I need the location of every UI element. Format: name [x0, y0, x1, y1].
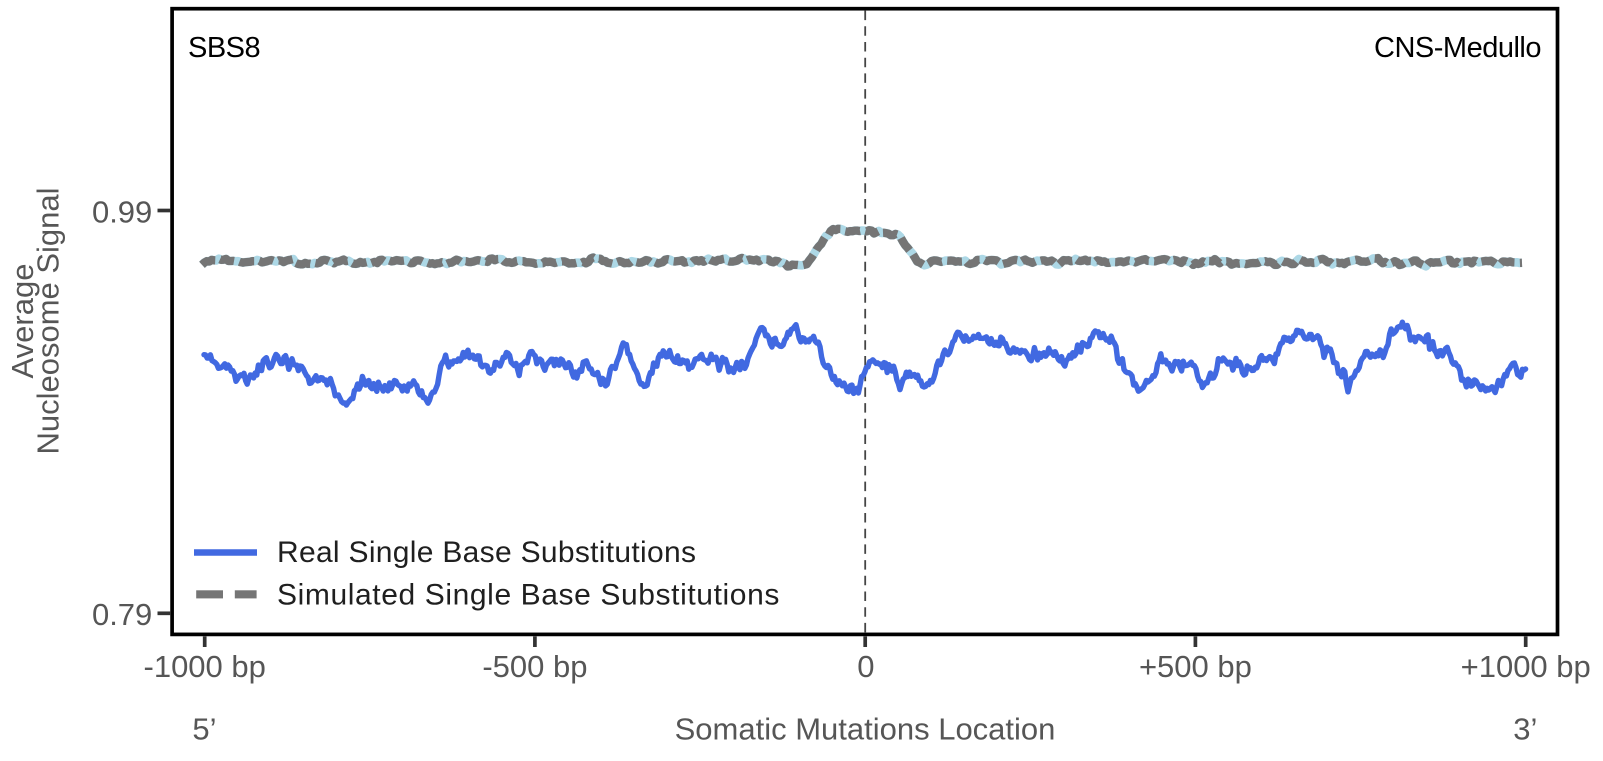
svg-text:5’: 5’ — [192, 712, 216, 747]
svg-text:+1000 bp: +1000 bp — [1461, 649, 1591, 684]
svg-text:-1000 bp: -1000 bp — [144, 649, 266, 684]
svg-text:Nucleosome Signal: Nucleosome Signal — [31, 187, 66, 454]
svg-text:+500 bp: +500 bp — [1139, 649, 1252, 684]
svg-text:Somatic Mutations Location: Somatic Mutations Location — [675, 712, 1056, 747]
svg-text:0: 0 — [857, 649, 874, 684]
svg-text:Average: Average — [5, 264, 40, 379]
svg-text:-500 bp: -500 bp — [482, 649, 587, 684]
svg-text:Real Single Base Substitutions: Real Single Base Substitutions — [277, 536, 696, 569]
svg-text:3’: 3’ — [1513, 712, 1537, 747]
svg-text:0.99: 0.99 — [92, 195, 152, 230]
svg-text:Simulated Single Base Substitu: Simulated Single Base Substitutions — [277, 579, 780, 612]
svg-text:SBS8: SBS8 — [188, 32, 260, 64]
svg-text:0.79: 0.79 — [92, 597, 152, 632]
svg-text:CNS-Medullo: CNS-Medullo — [1374, 32, 1541, 64]
